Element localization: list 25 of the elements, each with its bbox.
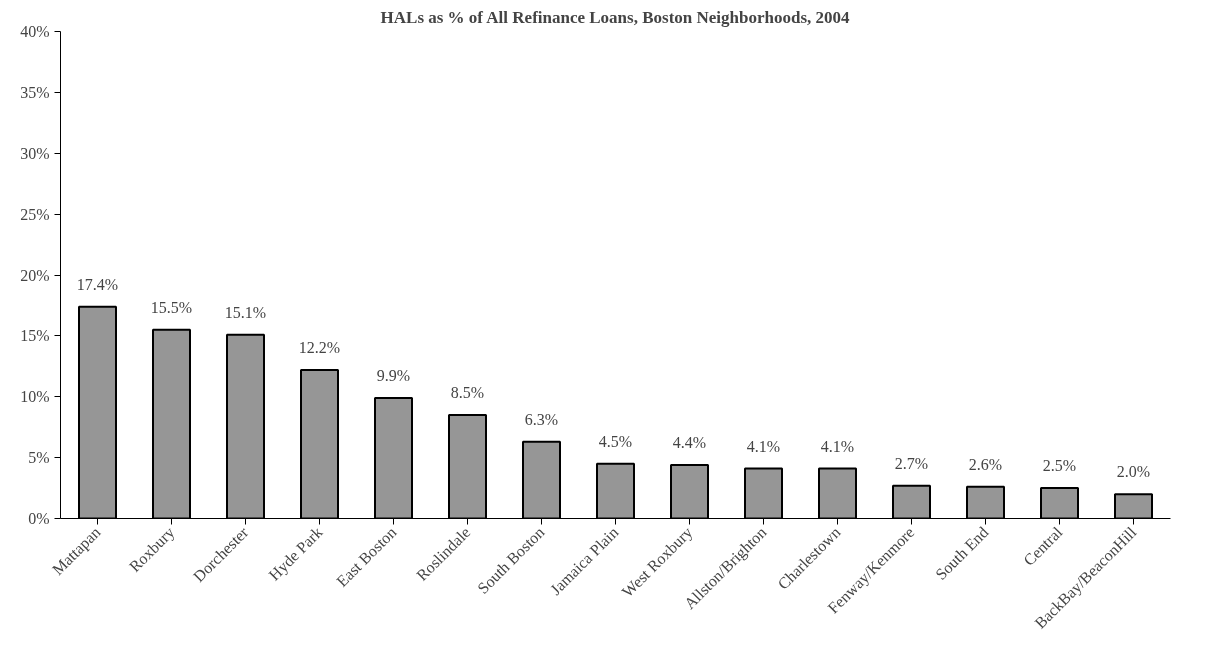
data-label: 15.1% <box>224 303 267 321</box>
data-label: 4.1% <box>820 437 855 455</box>
data-label: 2.6% <box>968 455 1003 473</box>
y-tick-label: 0% <box>28 510 50 527</box>
y-tick-label: 15% <box>20 327 50 345</box>
data-label: 4.1% <box>746 437 781 455</box>
data-label: 9.9% <box>376 366 411 384</box>
data-label: 8.5% <box>450 384 485 402</box>
data-label: 2.5% <box>1042 457 1077 475</box>
data-label: 4.4% <box>672 433 707 451</box>
y-tick-label: 25% <box>20 205 50 223</box>
data-label: 17.4% <box>76 275 119 293</box>
y-tick-label: 30% <box>20 144 50 162</box>
data-label: 6.3% <box>524 410 559 428</box>
chart-title: HALs as % of All Refinance Loans, Boston Neighborhoods, 2004 <box>380 7 851 27</box>
y-tick-label: 5% <box>28 449 50 467</box>
data-label: 2.0% <box>1116 463 1151 481</box>
y-tick-label: 35% <box>20 83 50 101</box>
data-label: 15.5% <box>150 298 193 316</box>
y-tick-label: 10% <box>20 388 50 406</box>
y-tick-label: 40% <box>20 23 50 40</box>
y-tick-label: 20% <box>20 266 50 284</box>
data-label: 2.7% <box>894 454 929 472</box>
data-label: 12.2% <box>298 338 341 356</box>
data-label: 4.5% <box>598 432 633 450</box>
